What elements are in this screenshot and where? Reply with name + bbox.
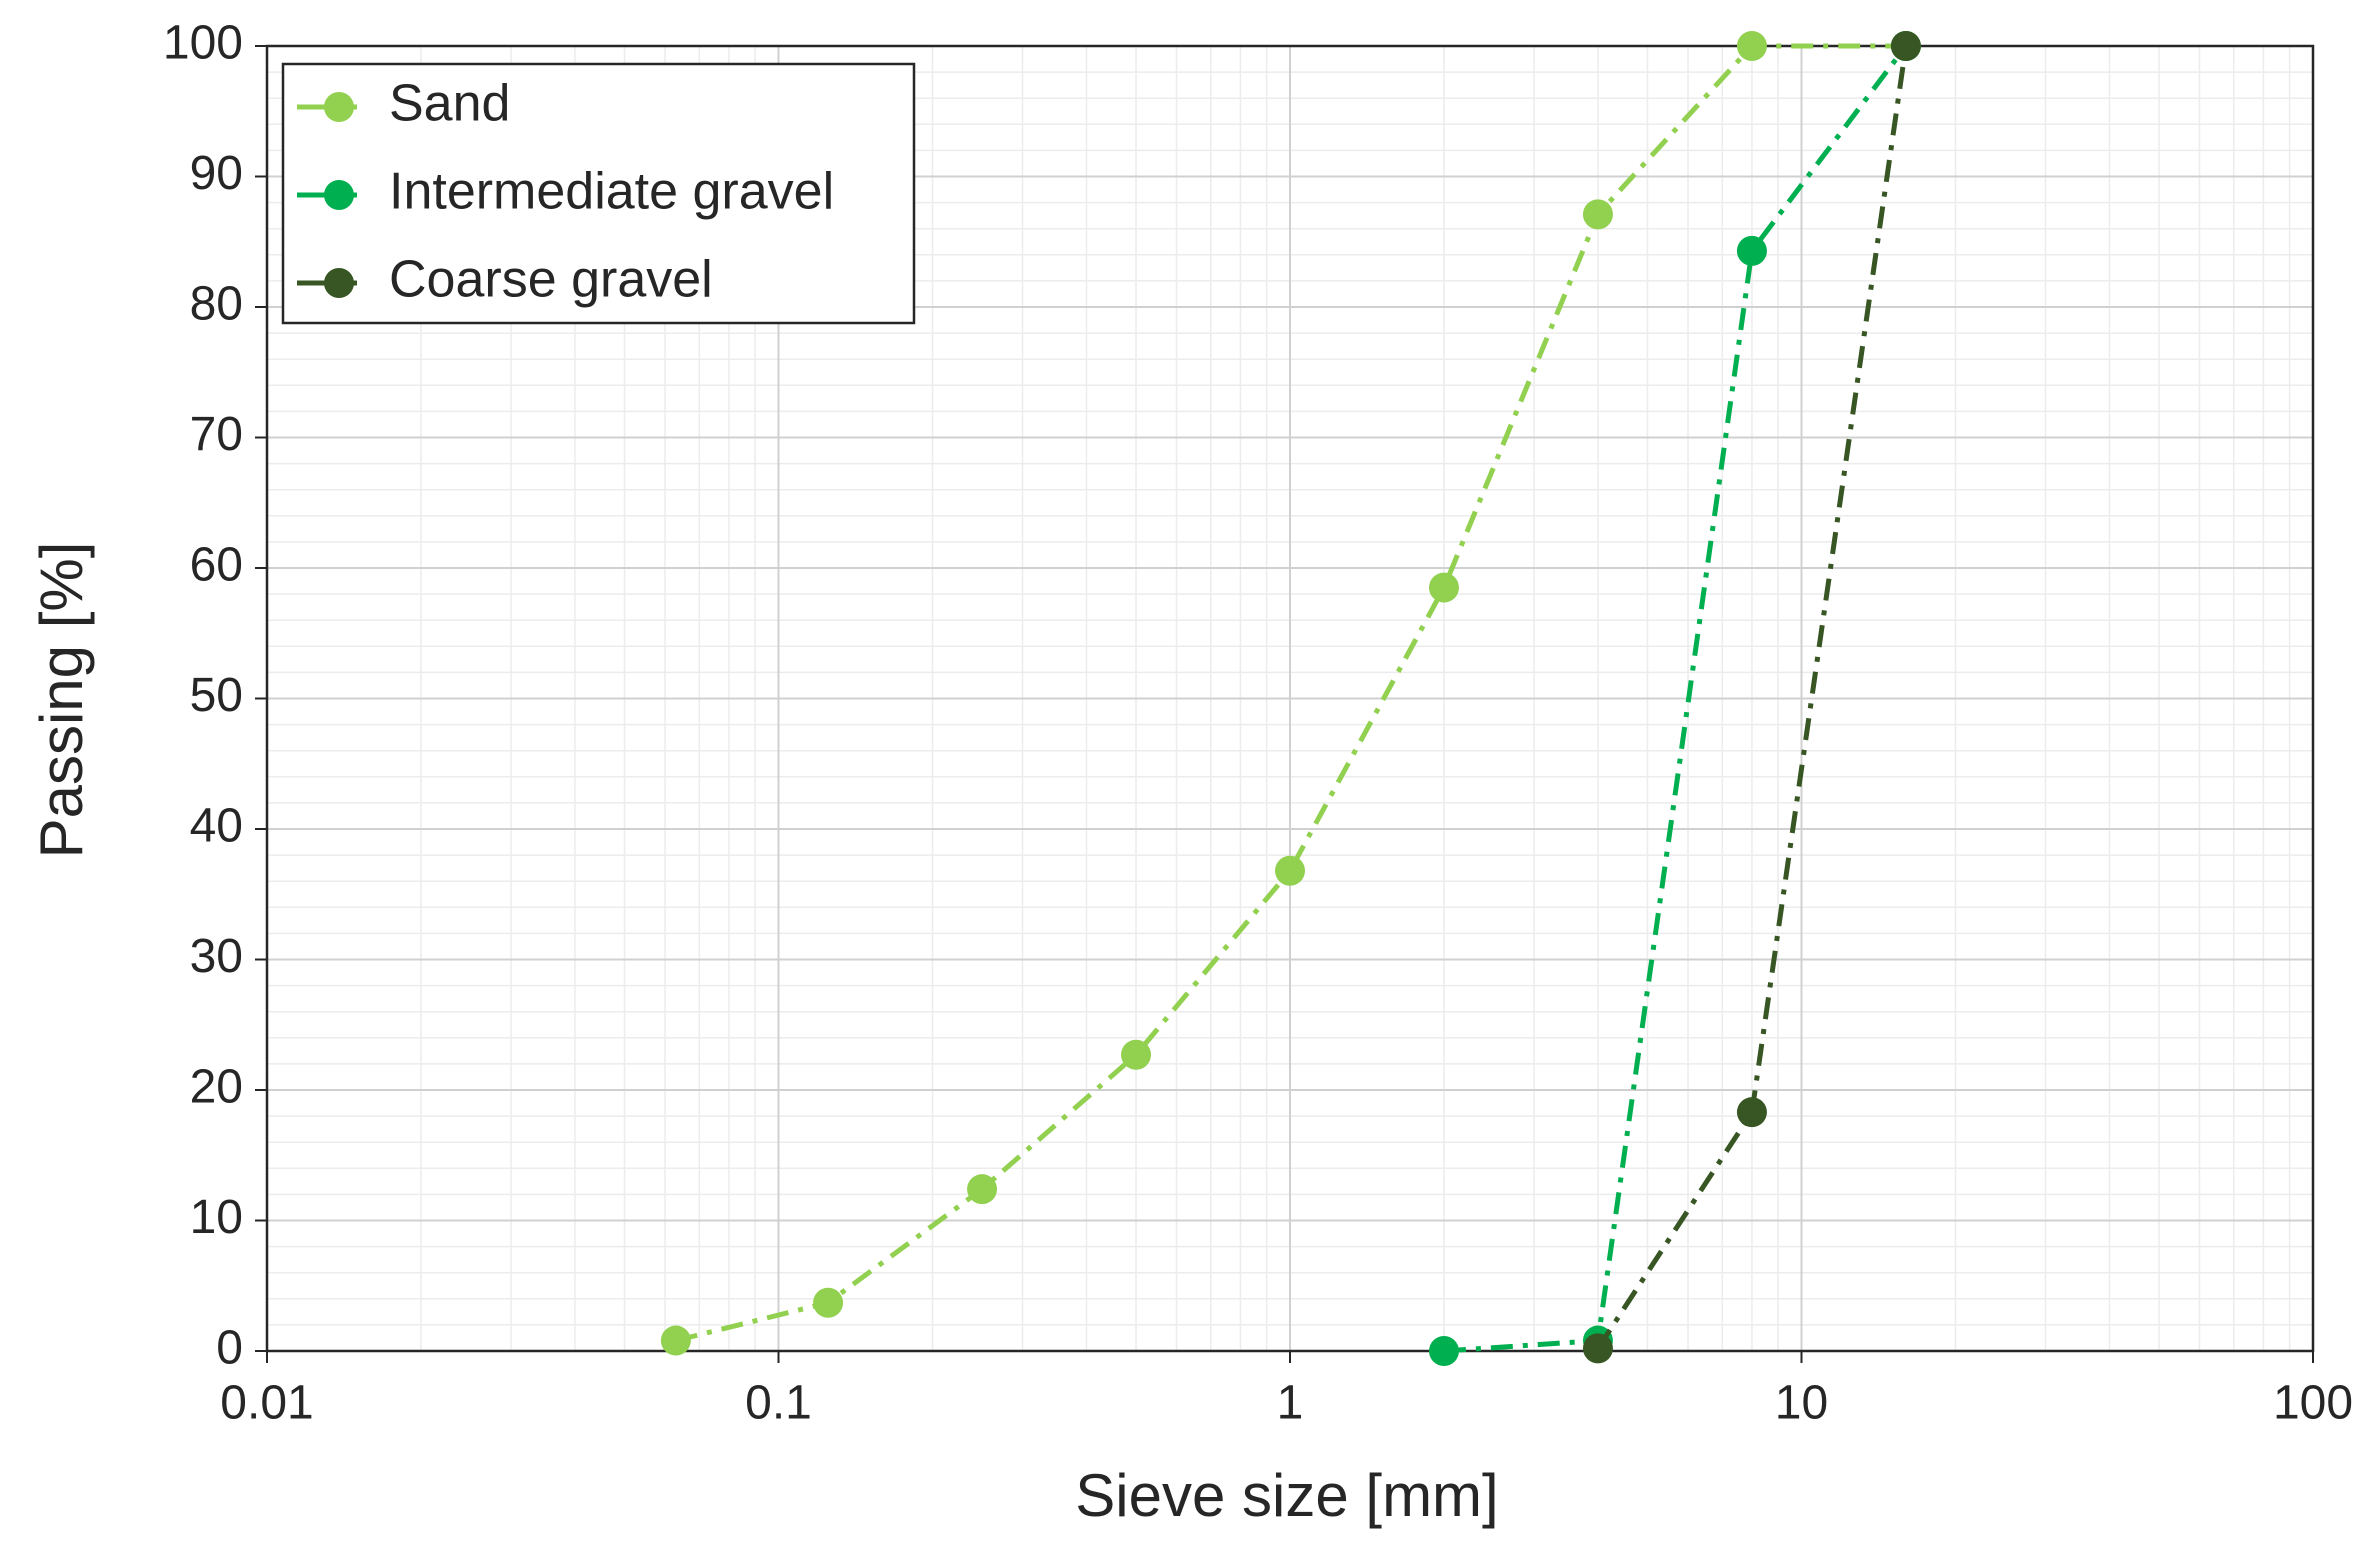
data-point <box>1736 31 1767 61</box>
y-axis-title: Passing [%] <box>28 542 95 859</box>
data-point <box>1890 31 1921 61</box>
legend-swatch <box>324 180 354 210</box>
legend-box <box>281 62 916 325</box>
data-point <box>1121 1039 1152 1070</box>
legend-label: Sand <box>389 75 510 133</box>
y-tick-label: 20 <box>190 1061 243 1114</box>
data-point <box>660 1325 691 1356</box>
legend-label: Intermediate gravel <box>389 163 834 221</box>
series-line <box>675 43 1906 1343</box>
data-point <box>1582 199 1613 230</box>
y-tick-label: 30 <box>190 930 243 983</box>
legend-swatch <box>324 268 354 298</box>
y-tick-label: 80 <box>190 278 243 331</box>
data-point <box>1275 855 1305 886</box>
y-tick-label: 0 <box>216 1322 243 1375</box>
x-tick-label: 100 <box>2273 1377 2353 1430</box>
data-point <box>1428 1336 1459 1366</box>
y-tick-label: 90 <box>190 147 243 200</box>
legend-label: Coarse gravel <box>389 251 713 309</box>
x-tick-label: 0.01 <box>220 1377 313 1430</box>
data-point <box>1428 572 1459 603</box>
x-tick-label: 10 <box>1775 1377 1828 1430</box>
data-point <box>1582 1333 1613 1364</box>
data-point <box>1736 1097 1767 1128</box>
x-tick-label: 1 <box>1277 1377 1304 1430</box>
y-tick-label: 50 <box>190 669 243 722</box>
x-axis-title: Sieve size [mm] <box>1075 1462 1498 1529</box>
y-tick-label: 70 <box>190 408 243 461</box>
x-tick-label: 0.1 <box>745 1377 812 1430</box>
y-tick-label: 100 <box>163 17 243 70</box>
y-tick-label: 60 <box>190 539 243 592</box>
plot-border <box>265 44 2315 1353</box>
series-line <box>1443 44 1908 1354</box>
data-point <box>967 1174 998 1205</box>
data-point <box>1736 235 1767 266</box>
data-point <box>813 1287 844 1318</box>
y-tick-label: 40 <box>190 800 243 853</box>
legend-swatch <box>324 92 354 122</box>
y-tick-label: 10 <box>190 1191 243 1244</box>
series-line <box>1595 45 1909 1350</box>
